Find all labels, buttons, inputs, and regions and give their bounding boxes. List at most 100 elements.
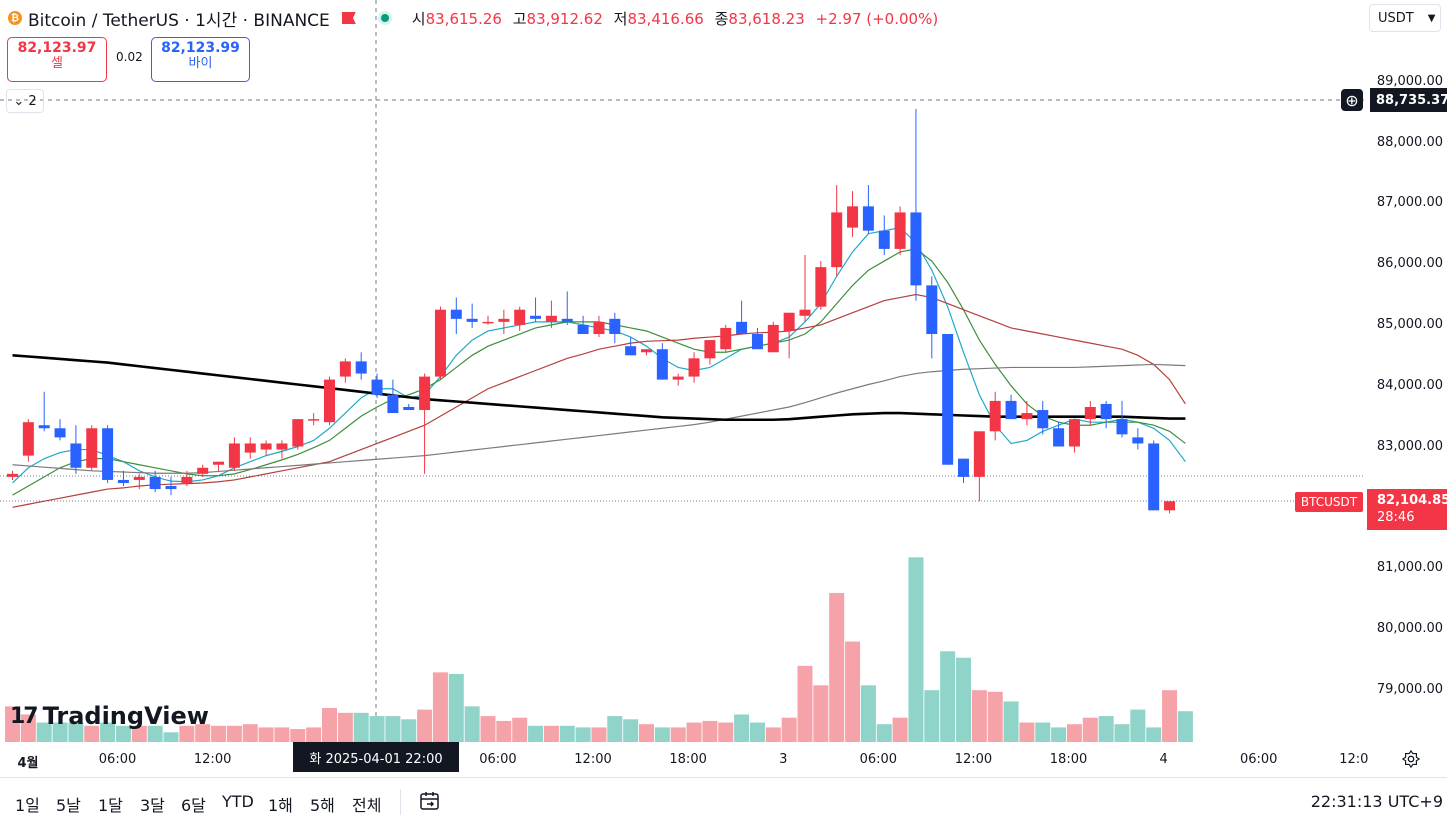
time-tick-label: 06:00 bbox=[1239, 752, 1278, 767]
tradingview-logo[interactable]: 17 TradingView bbox=[10, 702, 209, 730]
last-price-tag: 82,104.85 28:46 bbox=[1367, 489, 1447, 530]
symbol-header[interactable]: ₿ Bitcoin / TetherUS · 1시간 · BINANCE 시83… bbox=[8, 6, 944, 31]
time-tick-label: 06:00 bbox=[859, 752, 898, 767]
volume-bar bbox=[1130, 709, 1146, 742]
volume-bar bbox=[306, 727, 322, 742]
volume-bar bbox=[623, 719, 639, 742]
candle bbox=[799, 254, 811, 322]
price-tick-label: 88,000.00 bbox=[1376, 134, 1443, 150]
volume-bar bbox=[908, 557, 924, 742]
candle bbox=[894, 206, 906, 255]
candle bbox=[783, 312, 795, 359]
range-button[interactable]: 1해 bbox=[268, 796, 293, 815]
gear-icon[interactable] bbox=[1402, 750, 1420, 768]
time-tick-label: 12:0 bbox=[1339, 752, 1369, 767]
volume-bar bbox=[163, 732, 179, 742]
candle bbox=[720, 324, 732, 353]
candle bbox=[1053, 422, 1065, 447]
range-button[interactable]: 1달 bbox=[98, 796, 123, 815]
volume-bar bbox=[987, 691, 1003, 742]
volume-bar bbox=[702, 720, 718, 742]
candle bbox=[831, 185, 843, 277]
currency-select[interactable]: USDT ▼ bbox=[1369, 4, 1441, 32]
volume-bar bbox=[607, 716, 623, 742]
price-tick-label: 85,000.00 bbox=[1376, 316, 1443, 332]
volume-bar bbox=[353, 712, 369, 742]
candle bbox=[1132, 428, 1144, 450]
volume-bar bbox=[797, 665, 813, 742]
candle bbox=[672, 373, 684, 386]
volume-bar bbox=[892, 717, 908, 742]
candle bbox=[133, 473, 145, 490]
volume-bar bbox=[781, 717, 797, 742]
volume-bar bbox=[860, 685, 876, 742]
calendar-goto-icon[interactable] bbox=[418, 789, 442, 813]
sell-button[interactable]: 82,123.97 셀 bbox=[7, 37, 107, 82]
candle bbox=[973, 431, 985, 502]
flag-icon[interactable] bbox=[341, 12, 356, 24]
range-button[interactable]: 1일 bbox=[15, 796, 40, 815]
indicator-collapse-button[interactable]: ⌄ 2 bbox=[6, 89, 44, 113]
volume-bar bbox=[512, 717, 528, 742]
candle bbox=[736, 300, 748, 335]
candle bbox=[862, 185, 874, 234]
candle bbox=[958, 458, 969, 483]
volume-bar bbox=[813, 685, 829, 742]
candle bbox=[989, 391, 1001, 441]
candle bbox=[704, 340, 716, 365]
candle bbox=[1068, 419, 1080, 453]
range-button[interactable]: 3달 bbox=[140, 796, 165, 815]
volume-bar bbox=[131, 725, 147, 742]
range-button[interactable]: YTD bbox=[222, 792, 254, 811]
candle bbox=[102, 425, 114, 483]
volume-bar bbox=[765, 727, 781, 742]
candle bbox=[767, 321, 779, 353]
ma-line bbox=[12, 293, 1186, 508]
volume-bar bbox=[258, 727, 274, 742]
candle bbox=[276, 440, 288, 459]
candle bbox=[260, 440, 272, 456]
market-status-icon[interactable] bbox=[377, 11, 392, 25]
volume-bar bbox=[559, 725, 575, 742]
volume-bar bbox=[1066, 724, 1082, 742]
range-button[interactable]: 5해 bbox=[310, 796, 335, 815]
range-button[interactable]: 6달 bbox=[181, 796, 206, 815]
toolbar-divider bbox=[400, 789, 401, 815]
candle bbox=[387, 379, 399, 414]
bitcoin-icon: ₿ bbox=[8, 11, 22, 25]
time-tick-label: 12:00 bbox=[574, 752, 612, 767]
candle bbox=[1005, 394, 1017, 420]
chevron-down-icon: ⌄ bbox=[13, 93, 25, 109]
volume-bar bbox=[718, 722, 734, 742]
time-tick-label: 12:00 bbox=[954, 752, 993, 767]
volume-bar bbox=[417, 709, 433, 742]
volume-bar bbox=[1162, 690, 1178, 742]
crosshair-price-tag: 88,735.37 bbox=[1370, 88, 1447, 112]
volume-bar bbox=[195, 724, 211, 742]
volume-bar bbox=[654, 727, 670, 742]
volume-bar bbox=[290, 729, 306, 742]
candle bbox=[910, 109, 922, 301]
range-button[interactable]: 전체 bbox=[352, 796, 382, 815]
candle bbox=[22, 419, 34, 462]
add-alert-icon[interactable]: ⊕ bbox=[1341, 89, 1363, 111]
symbol-title[interactable]: Bitcoin / TetherUS · 1시간 · BINANCE bbox=[28, 10, 330, 31]
candle bbox=[656, 343, 668, 380]
volume-bar bbox=[845, 641, 861, 742]
candle bbox=[577, 315, 589, 335]
time-tick-label: 4월 bbox=[17, 756, 39, 771]
volume-bar bbox=[5, 706, 20, 742]
candle bbox=[847, 191, 859, 237]
volume-bar bbox=[464, 706, 480, 742]
buy-button[interactable]: 82,123.99 바이 bbox=[151, 37, 250, 82]
time-tick-label: 18:00 bbox=[669, 752, 707, 767]
volume-bar bbox=[480, 716, 496, 742]
candle bbox=[926, 276, 938, 359]
candle bbox=[355, 352, 367, 380]
volume-bar bbox=[876, 724, 892, 742]
candle bbox=[878, 215, 890, 255]
utc-clock[interactable]: 22:31:13 UTC+9 bbox=[1310, 792, 1443, 811]
volume-bar bbox=[84, 725, 100, 742]
range-button[interactable]: 5날 bbox=[56, 796, 81, 815]
